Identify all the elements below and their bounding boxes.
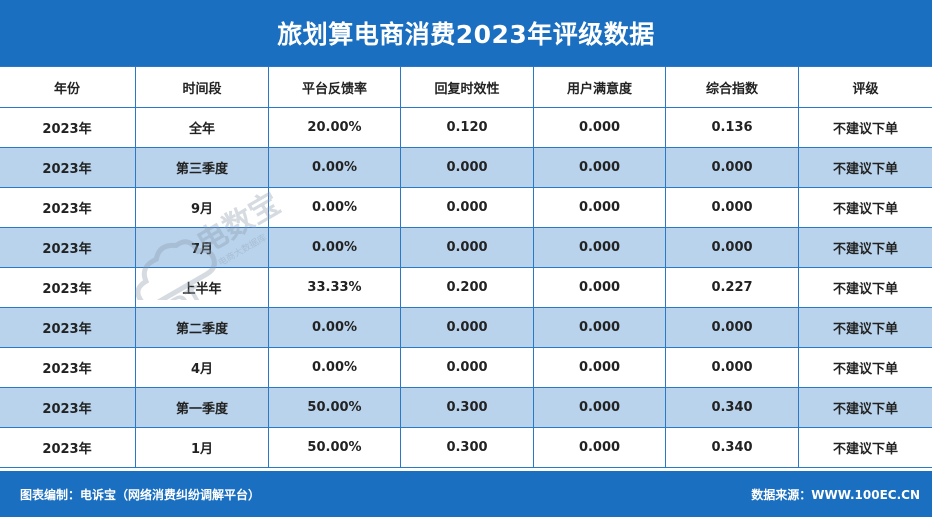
table-cell: 不建议下单 xyxy=(798,147,932,188)
column-header: 时间段 xyxy=(135,66,269,108)
column-header: 综合指数 xyxy=(665,66,799,108)
footer-bar: 图表编制：电诉宝（网络消费纠纷调解平台） 数据来源：WWW.100EC.CN xyxy=(0,471,932,517)
table-cell: 0.00% xyxy=(268,347,401,388)
table-cell: 0.340 xyxy=(665,427,799,468)
table-row: 2023年 第三季度 0.00% 0.000 0.000 0.000 不建议下单 xyxy=(0,147,932,188)
table-cell: 0.000 xyxy=(533,227,666,268)
table-cell: 50.00% xyxy=(268,387,401,428)
table-row: 2023年 第一季度 50.00% 0.300 0.000 0.340 不建议下单 xyxy=(0,387,932,428)
table-cell: 全年 xyxy=(135,107,269,148)
table-row: 2023年 4月 0.00% 0.000 0.000 0.000 不建议下单 xyxy=(0,347,932,388)
table-row: 2023年 9月 0.00% 0.000 0.000 0.000 不建议下单 xyxy=(0,187,932,228)
column-header: 平台反馈率 xyxy=(268,66,401,108)
table-cell: 0.136 xyxy=(665,107,799,148)
table-cell: 0.000 xyxy=(400,227,534,268)
table-cell: 不建议下单 xyxy=(798,307,932,348)
table-cell: 不建议下单 xyxy=(798,107,932,148)
column-header: 回复时效性 xyxy=(400,66,534,108)
table-cell: 0.000 xyxy=(665,347,799,388)
table-cell: 2023年 xyxy=(0,347,136,388)
table-cell: 20.00% xyxy=(268,107,401,148)
column-header: 年份 xyxy=(0,66,136,108)
table-cell: 0.000 xyxy=(400,307,534,348)
table-cell: 0.000 xyxy=(400,347,534,388)
table-cell: 33.33% xyxy=(268,267,401,308)
table-cell: 2023年 xyxy=(0,427,136,468)
table-cell: 0.300 xyxy=(400,427,534,468)
table-cell: 4月 xyxy=(135,347,269,388)
table-cell: 0.000 xyxy=(533,187,666,228)
table-cell: 不建议下单 xyxy=(798,387,932,428)
column-header: 用户满意度 xyxy=(533,66,666,108)
table-cell: 50.00% xyxy=(268,427,401,468)
table-cell: 第二季度 xyxy=(135,307,269,348)
table-cell: 2023年 xyxy=(0,187,136,228)
table-body: 2023年 全年 20.00% 0.120 0.000 0.136 不建议下单 2023年 第三… xyxy=(0,107,932,468)
table-cell: 1月 xyxy=(135,427,269,468)
table-row: 2023年 上半年 33.33% 0.200 0.000 0.227 不建议下单 xyxy=(0,267,932,308)
table-cell: 0.000 xyxy=(400,147,534,188)
table-cell: 不建议下单 xyxy=(798,427,932,468)
table-cell: 0.000 xyxy=(533,107,666,148)
footer-credit: 图表编制：电诉宝（网络消费纠纷调解平台） xyxy=(20,487,261,502)
table-cell: 0.00% xyxy=(268,227,401,268)
table-row: 2023年 全年 20.00% 0.120 0.000 0.136 不建议下单 xyxy=(0,107,932,148)
table-cell: 2023年 xyxy=(0,387,136,428)
table-cell: 不建议下单 xyxy=(798,187,932,228)
table-cell: 0.000 xyxy=(665,147,799,188)
table-cell: 0.000 xyxy=(533,307,666,348)
table-cell: 2023年 xyxy=(0,307,136,348)
table-cell: 0.000 xyxy=(533,427,666,468)
table-cell: 0.000 xyxy=(533,347,666,388)
page-title: 旅划算电商消费2023年评级数据 xyxy=(277,20,655,49)
column-header: 评级 xyxy=(798,66,932,108)
table-cell: 0.000 xyxy=(533,147,666,188)
table-cell: 0.00% xyxy=(268,307,401,348)
table-cell: 0.300 xyxy=(400,387,534,428)
table-cell: 0.00% xyxy=(268,187,401,228)
table-cell: 不建议下单 xyxy=(798,347,932,388)
table-cell: 0.000 xyxy=(665,227,799,268)
table-cell: 0.000 xyxy=(400,187,534,228)
table-cell: 不建议下单 xyxy=(798,267,932,308)
table-cell: 不建议下单 xyxy=(798,227,932,268)
rating-table: 年份 时间段 平台反馈率 回复时效性 用户满意度 综合指数 评级 2023年 全年 20.00%… xyxy=(0,66,932,468)
table-cell: 2023年 xyxy=(0,147,136,188)
table-cell: 0.00% xyxy=(268,147,401,188)
table-cell: 0.340 xyxy=(665,387,799,428)
table-cell: 0.000 xyxy=(533,267,666,308)
table-row: 2023年 第二季度 0.00% 0.000 0.000 0.000 不建议下单 xyxy=(0,307,932,348)
table-cell: 7月 xyxy=(135,227,269,268)
table-cell: 0.000 xyxy=(533,387,666,428)
table-cell: 第三季度 xyxy=(135,147,269,188)
table-row: 2023年 7月 0.00% 0.000 0.000 0.000 不建议下单 xyxy=(0,227,932,268)
table-cell: 第一季度 xyxy=(135,387,269,428)
table-header-row: 年份 时间段 平台反馈率 回复时效性 用户满意度 综合指数 评级 xyxy=(0,66,932,108)
footer-source: 数据来源：WWW.100EC.CN xyxy=(751,487,920,502)
table-cell: 2023年 xyxy=(0,267,136,308)
table-cell: 0.000 xyxy=(665,187,799,228)
table-cell: 上半年 xyxy=(135,267,269,308)
table-row: 2023年 1月 50.00% 0.300 0.000 0.340 不建议下单 xyxy=(0,427,932,468)
table-cell: 2023年 xyxy=(0,227,136,268)
table-cell: 0.000 xyxy=(665,307,799,348)
table-cell: 0.120 xyxy=(400,107,534,148)
table-cell: 0.200 xyxy=(400,267,534,308)
table-container: 年份 时间段 平台反馈率 回复时效性 用户满意度 综合指数 评级 2023年 全年 20.00%… xyxy=(0,66,932,471)
table-cell: 9月 xyxy=(135,187,269,228)
table-cell: 2023年 xyxy=(0,107,136,148)
title-bar: 旅划算电商消费2023年评级数据 xyxy=(0,0,932,66)
table-cell: 0.227 xyxy=(665,267,799,308)
